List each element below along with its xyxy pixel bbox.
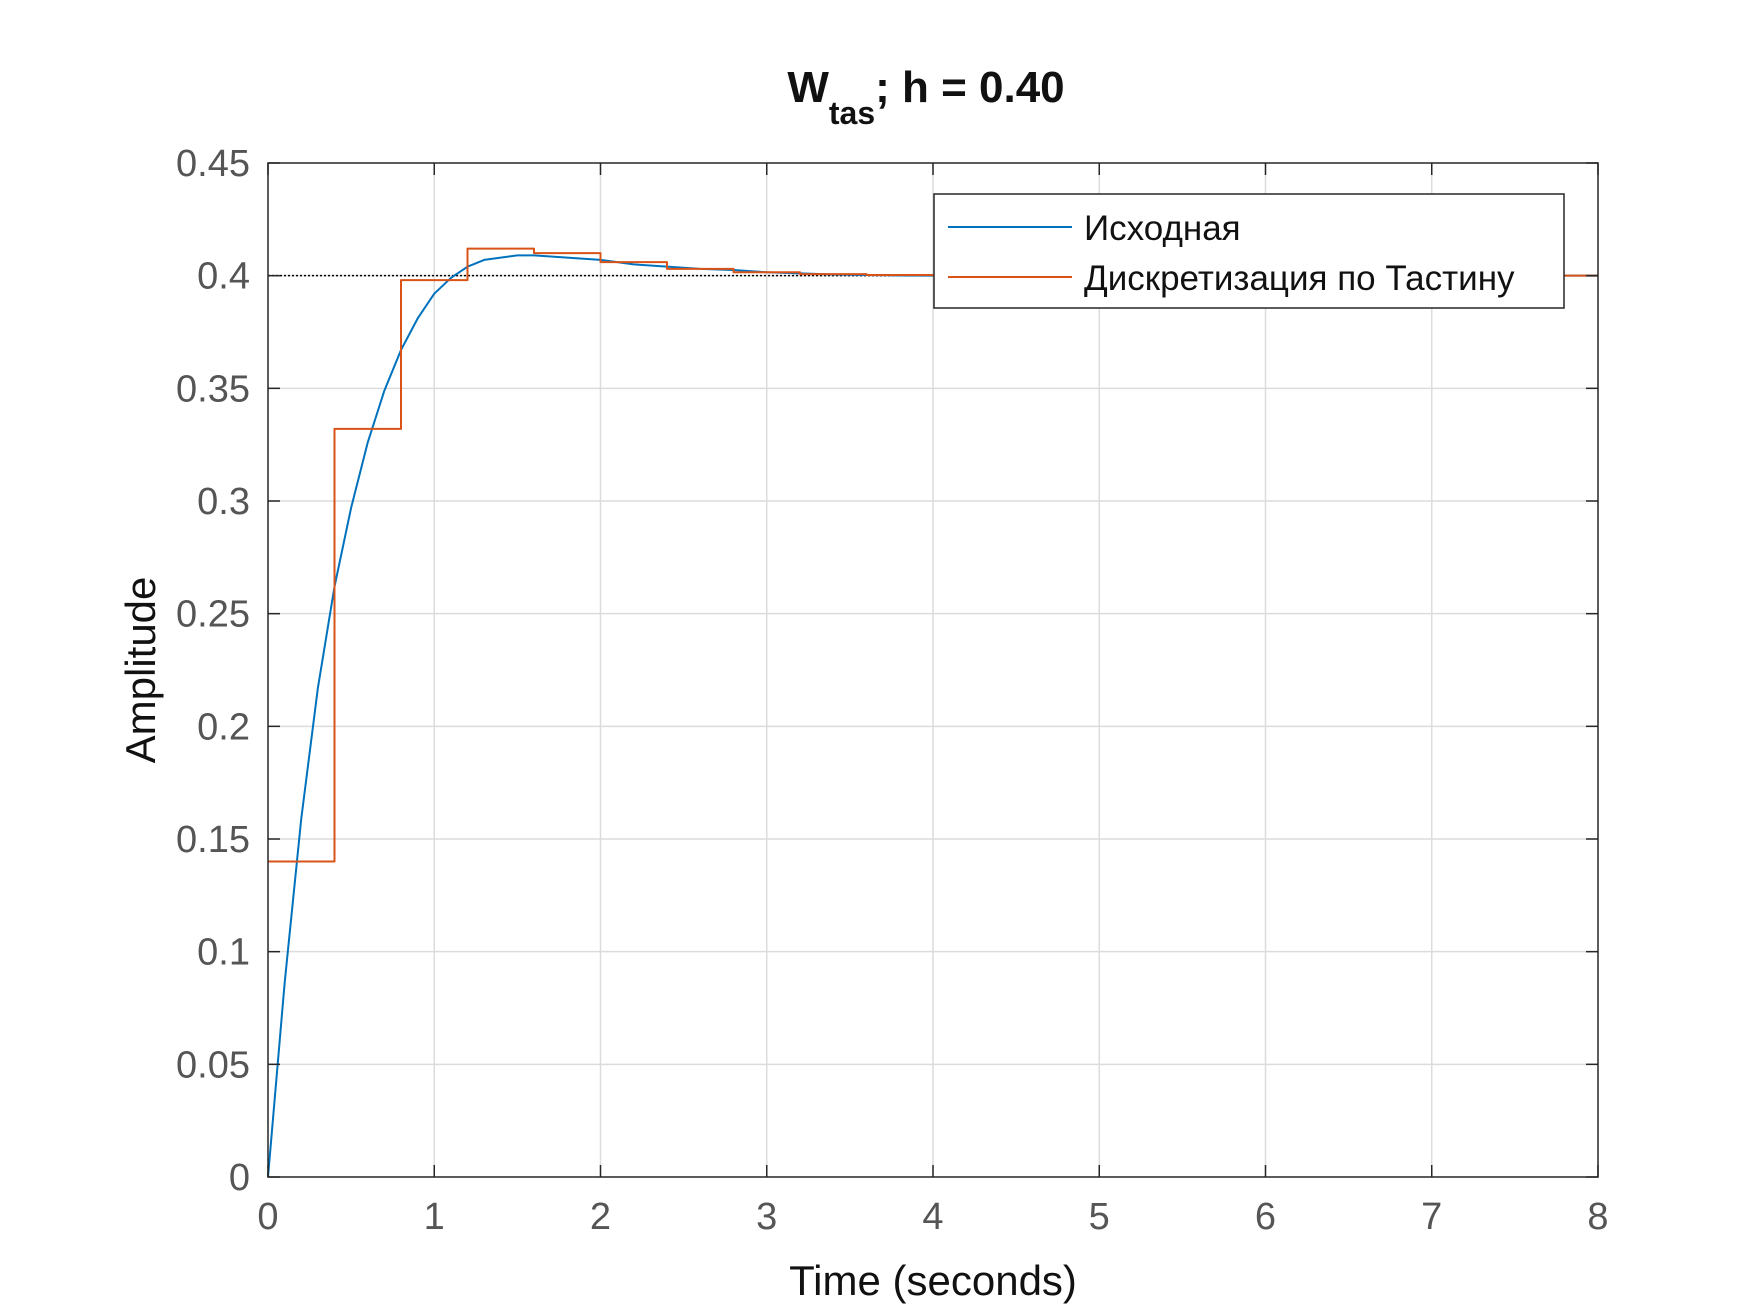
x-tick-label-8: 8 bbox=[1587, 1196, 1608, 1238]
x-tick-label-2: 2 bbox=[590, 1196, 611, 1238]
ticks-layer: 0 1 2 3 4 5 6 7 8 0 0.05 0.1 0.15 0.2 0.25 0.3 0.35 0.4 0.… bbox=[176, 143, 1609, 1238]
x-tick-label-4: 4 bbox=[922, 1196, 943, 1238]
chart-title-subscript: tas bbox=[829, 95, 875, 131]
chart-title-main: W bbox=[787, 63, 829, 112]
chart-title-rest: ; h = 0.40 bbox=[875, 63, 1065, 112]
chart-title: Wtas; h = 0.40 bbox=[787, 63, 1064, 131]
x-tick-label-0: 0 bbox=[257, 1196, 278, 1238]
y-axis-label: Amplitude bbox=[117, 577, 164, 764]
x-tick-label-5: 5 bbox=[1089, 1196, 1110, 1238]
legend-label-original: Исходная bbox=[1084, 209, 1241, 248]
x-tick-label-1: 1 bbox=[424, 1196, 445, 1238]
x-tick-label-7: 7 bbox=[1421, 1196, 1442, 1238]
y-tick-label-7: 0.35 bbox=[176, 368, 250, 410]
y-tick-label-2: 0.1 bbox=[197, 932, 250, 974]
y-tick-label-4: 0.2 bbox=[197, 706, 250, 748]
y-tick-label-9: 0.45 bbox=[176, 143, 250, 185]
y-tick-label-1: 0.05 bbox=[176, 1044, 250, 1086]
y-tick-label-8: 0.4 bbox=[197, 256, 250, 298]
x-tick-label-6: 6 bbox=[1255, 1196, 1276, 1238]
y-tick-label-6: 0.3 bbox=[197, 481, 250, 523]
legend-label-tustin: Дискретизация по Тастину bbox=[1084, 259, 1515, 298]
x-axis-label: Time (seconds) bbox=[789, 1257, 1077, 1304]
x-tick-label-3: 3 bbox=[756, 1196, 777, 1238]
legend: Исходная Дискретизация по Тастину bbox=[933, 193, 1565, 309]
legend-box bbox=[933, 193, 1565, 309]
y-tick-label-3: 0.15 bbox=[176, 819, 250, 861]
grid-layer bbox=[268, 163, 1598, 1177]
y-tick-label-0: 0 bbox=[229, 1157, 250, 1199]
y-tick-label-5: 0.25 bbox=[176, 594, 250, 636]
